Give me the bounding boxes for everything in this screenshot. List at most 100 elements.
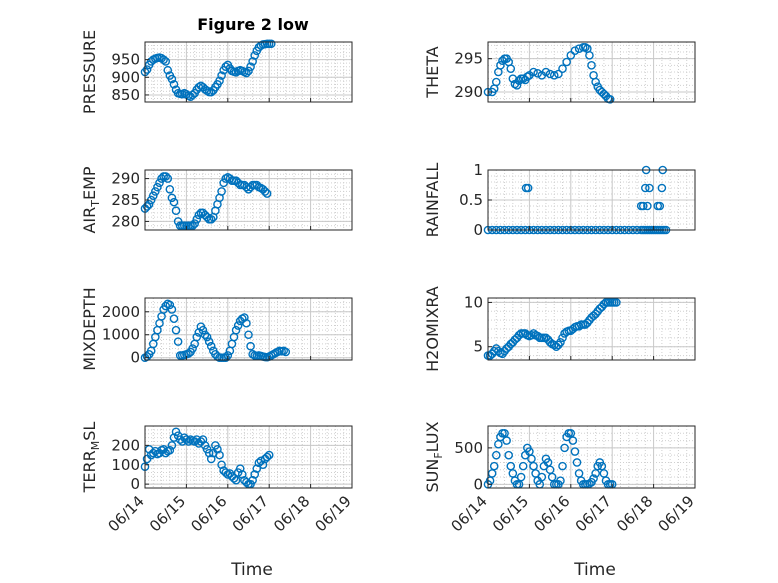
y-tick-label: 0 xyxy=(473,221,483,239)
data-point xyxy=(260,187,270,196)
data-point xyxy=(556,337,565,347)
y-tick-label: 850 xyxy=(111,86,140,104)
data-point xyxy=(206,87,216,97)
data-point xyxy=(252,464,262,473)
data-point xyxy=(188,344,197,353)
data-point xyxy=(188,90,197,100)
data-point xyxy=(246,341,255,351)
data-point xyxy=(518,461,528,471)
data-point xyxy=(155,178,164,188)
data-point xyxy=(496,61,505,70)
data-point xyxy=(217,460,226,470)
subplot-rainfall: 0 0.5 1 RAINFALL xyxy=(423,161,696,239)
data-point xyxy=(171,325,181,335)
y-axis-label: PRESSURE xyxy=(80,30,99,114)
axes-background xyxy=(488,298,695,360)
data-point xyxy=(585,51,594,60)
y-tick-label: 200 xyxy=(111,436,140,454)
data-point xyxy=(165,300,175,310)
y-tick-label: 100 xyxy=(111,456,140,474)
data-point xyxy=(556,476,565,486)
data-point xyxy=(231,325,241,335)
data-point xyxy=(200,330,210,340)
axes-frame xyxy=(144,297,353,361)
subplot-theta: 290 295 THETA xyxy=(423,41,696,104)
data-point xyxy=(221,353,231,363)
data-point xyxy=(237,470,247,479)
y-axis-label-part: PRESSURE xyxy=(80,30,99,114)
data-point xyxy=(192,332,202,342)
data-point xyxy=(523,72,532,81)
data-point xyxy=(580,43,590,52)
data-point xyxy=(537,472,547,482)
data-point xyxy=(215,450,224,460)
data-point xyxy=(190,219,199,228)
data-point xyxy=(188,221,197,231)
data-point xyxy=(558,64,567,73)
data-point xyxy=(215,76,224,86)
axes-frame xyxy=(487,425,696,489)
data-point xyxy=(527,330,536,340)
data-point xyxy=(244,330,253,340)
x-axis-label-right: Time xyxy=(573,560,616,580)
data-point xyxy=(171,206,181,216)
y-tick-label: 290 xyxy=(454,83,483,101)
data-point xyxy=(643,201,652,211)
y-axis-label-part: SL xyxy=(80,422,99,441)
data-point xyxy=(242,68,251,78)
data-point xyxy=(198,435,208,444)
data-point xyxy=(562,57,571,67)
data-point xyxy=(612,298,621,307)
data-point xyxy=(250,470,260,479)
data-point xyxy=(246,62,255,72)
data-point xyxy=(148,448,158,458)
y-axis-label: AIRTEMP xyxy=(80,166,102,233)
data-point xyxy=(182,435,191,444)
y-tick-label: 900 xyxy=(111,68,140,86)
data-point xyxy=(264,450,274,460)
data-point xyxy=(142,65,152,74)
axes-background xyxy=(145,298,352,360)
y-axis-label-subscript: T xyxy=(89,200,102,208)
data-point xyxy=(533,69,542,78)
data-point xyxy=(202,86,212,96)
y-axis-label: MIXDEPTH xyxy=(80,287,99,370)
data-point xyxy=(645,183,654,193)
data-point xyxy=(175,435,185,444)
data-point xyxy=(558,461,567,471)
y-axis-label-part: SUN xyxy=(423,459,442,493)
data-point xyxy=(169,314,179,323)
data-point xyxy=(142,202,152,211)
data-point xyxy=(235,464,245,473)
data-point xyxy=(221,468,231,477)
data-point xyxy=(568,436,578,445)
y-tick-label: 1 xyxy=(473,161,483,179)
data-point xyxy=(213,444,222,454)
y-axis-label-part: EMP xyxy=(80,166,99,200)
data-point xyxy=(157,174,166,183)
axes-frame xyxy=(487,41,696,103)
data-point xyxy=(219,178,228,188)
data-point xyxy=(512,81,522,90)
data-point xyxy=(549,71,559,80)
y-axis-label-part: LUX xyxy=(423,421,442,452)
data-point xyxy=(173,337,183,346)
data-point xyxy=(206,341,216,351)
x-axis-label-left: Time xyxy=(230,560,273,580)
subplot-air_temp: 280 285 290 AIRTEMP xyxy=(80,166,353,234)
y-tick-label: 290 xyxy=(111,170,140,188)
data-point xyxy=(167,305,177,314)
data-point xyxy=(254,458,264,468)
data-point xyxy=(570,447,580,456)
data-point xyxy=(248,475,257,485)
data-point xyxy=(541,67,551,77)
data-point xyxy=(266,39,276,49)
y-tick-label: 0 xyxy=(473,475,483,493)
data-point xyxy=(202,212,212,222)
y-axis-label: RAINFALL xyxy=(423,163,442,238)
y-axis-label: H2OMIXRA xyxy=(423,286,442,372)
figure-title: Figure 2 low xyxy=(197,15,309,34)
y-tick-label: 0.5 xyxy=(459,191,483,209)
